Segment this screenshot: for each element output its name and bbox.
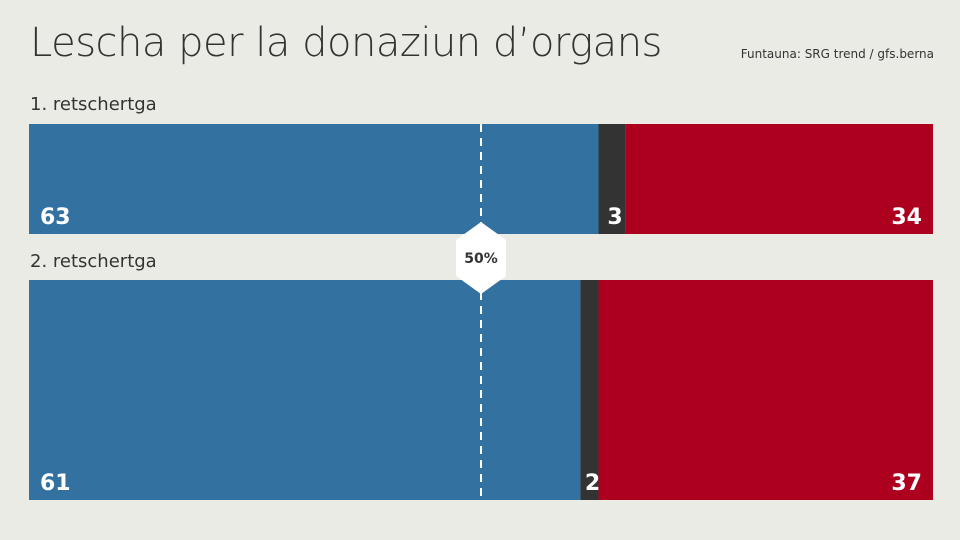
midline-label: 50% [464, 251, 498, 267]
value-label-no-row-1: 34 [891, 205, 922, 230]
value-label-undecided-row-1: 3 [607, 205, 622, 230]
bar-segment-yes-row-2 [29, 280, 581, 500]
bar-segment-no-row-2 [598, 280, 933, 500]
chart-title: Lescha per la donaziun d’organs [30, 20, 662, 66]
row-label-survey-2: 2. retschertga [30, 251, 157, 272]
value-label-yes-row-2: 61 [40, 471, 71, 496]
bar-segment-undecided-row-2 [580, 280, 599, 500]
row-label-survey-1: 1. retschertga [30, 94, 157, 115]
value-label-yes-row-1: 63 [40, 205, 71, 230]
bar-segment-undecided-row-1 [598, 124, 626, 234]
bar-segment-yes-row-1 [29, 124, 599, 234]
value-label-undecided-row-2: 2 [585, 471, 600, 496]
midline-hexagon-marker [456, 222, 506, 294]
bar-segment-no-row-1 [625, 124, 933, 234]
source-note: Funtauna: SRG trend / gfs.berna [740, 47, 934, 61]
value-label-no-row-2: 37 [891, 471, 922, 496]
